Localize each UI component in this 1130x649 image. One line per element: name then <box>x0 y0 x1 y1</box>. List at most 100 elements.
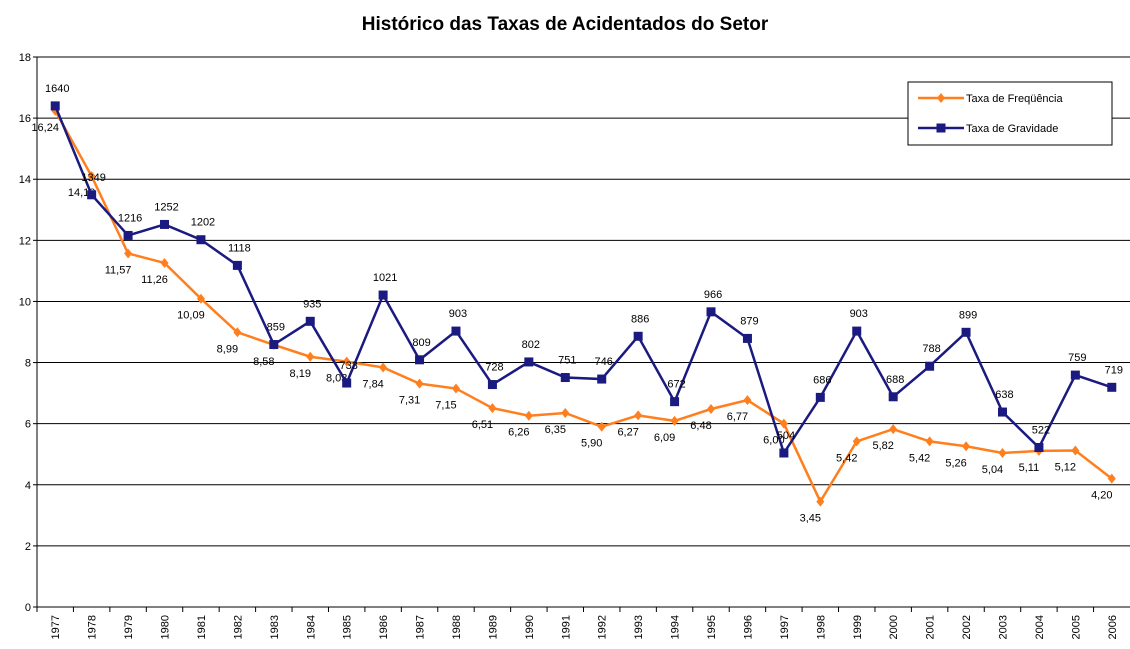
data-label: 1640 <box>45 83 69 95</box>
x-tick-label: 1977 <box>50 615 62 639</box>
data-label: 5,04 <box>982 464 1003 476</box>
marker <box>1107 382 1117 392</box>
data-label: 935 <box>303 298 321 310</box>
data-label: 809 <box>412 337 430 349</box>
marker <box>524 357 534 367</box>
legend-marker <box>937 93 945 103</box>
x-tick-label: 1994 <box>670 615 682 639</box>
data-label: 688 <box>886 374 904 386</box>
marker <box>342 356 351 367</box>
data-label: 16,24 <box>31 122 59 134</box>
marker <box>233 327 242 338</box>
data-label: 886 <box>631 313 649 325</box>
marker <box>742 333 752 343</box>
marker <box>487 380 497 390</box>
chart-title: Histórico das Taxas de Acidentados do Se… <box>362 14 769 35</box>
marker <box>451 326 461 336</box>
data-label: 6,26 <box>508 427 529 439</box>
series-line <box>54 105 1113 456</box>
x-tick-label: 1988 <box>451 615 463 639</box>
x-tick-label: 2005 <box>1070 615 1082 639</box>
marker <box>160 219 170 229</box>
marker <box>87 171 96 182</box>
marker <box>670 415 679 426</box>
x-tick-label: 1987 <box>415 615 427 639</box>
data-label: 5,42 <box>836 452 857 464</box>
x-tick-label: 1996 <box>742 615 754 639</box>
x-tick-label: 1978 <box>87 615 99 639</box>
marker <box>925 436 934 447</box>
marker <box>1071 445 1080 456</box>
x-tick-label: 2000 <box>888 615 900 639</box>
marker <box>961 327 971 337</box>
data-label: 899 <box>959 309 977 321</box>
x-tick-label: 1985 <box>342 615 354 639</box>
data-label: 7,84 <box>362 378 383 390</box>
x-tick-label: 2002 <box>961 615 973 639</box>
data-label: 5,12 <box>1055 462 1076 474</box>
marker <box>160 257 169 268</box>
x-tick-label: 1991 <box>560 615 572 639</box>
data-label: 5,90 <box>581 438 602 450</box>
x-tick-label: 1997 <box>779 615 791 639</box>
marker <box>925 361 935 371</box>
marker <box>597 374 607 384</box>
data-label: 6,35 <box>545 424 566 436</box>
marker <box>670 397 680 407</box>
marker <box>306 351 315 362</box>
x-tick-label: 2006 <box>1107 615 1119 639</box>
data-label: 672 <box>667 379 685 391</box>
data-label: 1118 <box>228 242 251 254</box>
x-tick-label: 1980 <box>160 615 172 639</box>
y-tick-label: 6 <box>25 419 31 431</box>
series-line <box>54 110 1113 505</box>
data-label: 6,48 <box>690 420 711 432</box>
x-tick-label: 1986 <box>378 615 390 639</box>
marker <box>779 448 789 458</box>
x-tick-label: 1983 <box>269 615 281 639</box>
marker <box>634 410 643 421</box>
data-label: 6,09 <box>654 432 675 444</box>
marker <box>196 293 205 304</box>
x-tick-label: 1982 <box>232 615 244 639</box>
marker <box>124 248 133 259</box>
data-label: 7,15 <box>435 400 456 412</box>
y-tick-label: 14 <box>19 174 31 186</box>
marker <box>706 307 716 317</box>
data-label: 1202 <box>191 217 215 229</box>
data-label: 903 <box>850 308 868 320</box>
marker <box>1070 370 1080 380</box>
marker <box>50 101 60 111</box>
data-label: 3,45 <box>800 513 821 525</box>
x-tick-label: 1999 <box>852 615 864 639</box>
marker <box>962 441 971 452</box>
marker <box>415 378 424 389</box>
y-tick-label: 12 <box>19 235 31 247</box>
marker <box>852 326 862 336</box>
data-label: 903 <box>449 308 467 320</box>
marker <box>342 378 352 388</box>
marker <box>852 436 861 447</box>
y-tick-label: 4 <box>25 480 31 492</box>
marker <box>888 392 898 402</box>
y-tick-label: 8 <box>25 358 31 370</box>
data-label: 6,27 <box>617 426 638 438</box>
data-label: 5,82 <box>872 440 893 452</box>
data-label: 8,19 <box>290 368 311 380</box>
y-tick-label: 18 <box>19 52 31 64</box>
data-label: 10,09 <box>177 310 205 322</box>
y-tick-label: 0 <box>25 602 31 614</box>
data-label: 11,26 <box>141 274 168 286</box>
data-label: 879 <box>740 315 758 327</box>
marker <box>561 407 570 418</box>
marker <box>232 260 242 270</box>
data-label: 1021 <box>373 272 397 284</box>
data-label: 5,26 <box>945 457 966 469</box>
data-label: 686 <box>813 374 831 386</box>
marker <box>633 331 643 341</box>
data-label: 966 <box>704 289 722 301</box>
data-label: 6,51 <box>472 419 493 431</box>
marker <box>269 340 279 350</box>
marker <box>305 316 315 326</box>
y-tick-label: 16 <box>19 113 31 125</box>
